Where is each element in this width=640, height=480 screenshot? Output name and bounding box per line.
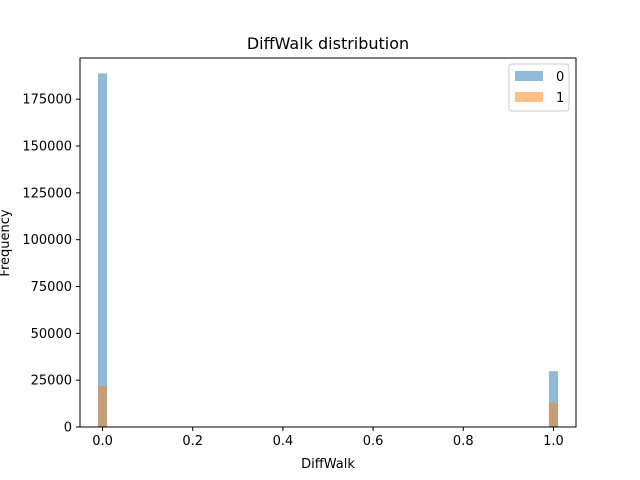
x-axis-label: DiffWalk	[301, 457, 355, 472]
y-tick-label: 150000	[22, 140, 72, 155]
legend: 0 1	[508, 63, 570, 112]
y-axis-label: Frequency	[0, 209, 13, 276]
bar-series-0-bin-0	[98, 73, 108, 428]
y-tick-label: 125000	[22, 186, 72, 201]
y-axis-ticks: 0 25000 50000 75000 100000 125000 150000 175000	[22, 93, 80, 436]
bar-series-0-bin-1	[548, 371, 558, 427]
y-tick-label: 0	[64, 421, 72, 436]
x-tick-label: 0.8	[453, 434, 474, 449]
x-tick-label: 0.4	[273, 434, 294, 449]
bar-series-1-bin-0	[98, 385, 108, 427]
x-tick-label: 0.0	[92, 434, 113, 449]
x-tick-label: 1.0	[543, 434, 564, 449]
y-tick-label: 100000	[22, 233, 72, 248]
x-tick-label: 0.6	[363, 434, 384, 449]
bars-layer	[98, 73, 558, 428]
y-tick-label: 25000	[31, 374, 72, 389]
y-tick-label: 175000	[22, 93, 72, 108]
legend-swatch-1	[515, 92, 543, 102]
x-tick-label: 0.2	[182, 434, 203, 449]
y-tick-label: 75000	[31, 280, 72, 295]
y-tick-label: 50000	[31, 327, 72, 342]
x-axis-ticks: 0.0 0.2 0.4 0.6 0.8 1.0	[92, 427, 564, 449]
legend-label-1: 1	[556, 91, 564, 106]
plot-frame	[79, 57, 577, 428]
bar-series-1-bin-1	[548, 402, 558, 427]
chart-title: DiffWalk distribution	[247, 34, 409, 53]
legend-label-0: 0	[556, 70, 564, 85]
legend-swatch-0	[515, 71, 543, 81]
